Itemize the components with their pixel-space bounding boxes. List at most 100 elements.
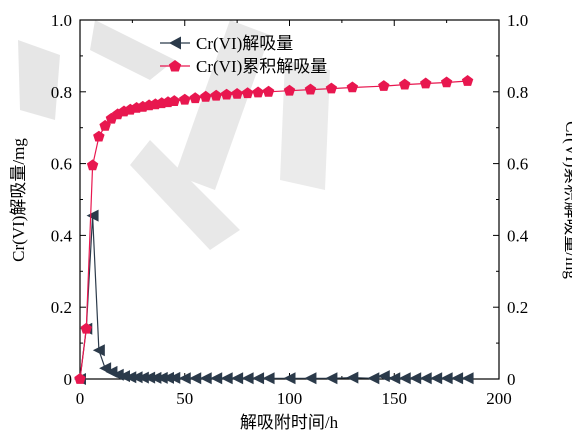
data-point-triangle [440, 372, 453, 385]
data-point-triangle [409, 372, 422, 385]
x-tick-label: 100 [277, 389, 303, 408]
series-layer [74, 75, 474, 385]
legend: Cr(VI)解吸量 Cr(VI)累积解吸量 [160, 34, 327, 76]
y-left-tick-label: 1.0 [51, 11, 72, 30]
y-right-tick-label: 0.4 [507, 226, 529, 245]
data-point-triangle [92, 344, 105, 357]
data-point-triangle [461, 372, 474, 385]
y-right-tick-label: 1.0 [507, 11, 528, 30]
data-point-pentagon [325, 82, 338, 94]
y-left-axis-ticks: 0 0.2 0.4 0.6 0.8 1.0 [51, 11, 86, 389]
data-point-triangle [451, 372, 464, 385]
data-point-triangle [252, 372, 265, 385]
y-left-axis-label: Cr(VI)解吸量/mg [9, 138, 28, 262]
watermark-stroke [90, 20, 175, 80]
watermark-stroke [130, 140, 240, 250]
y-right-tick-label: 0.8 [507, 83, 528, 102]
watermark-strokes [18, 20, 330, 250]
data-point-triangle [161, 371, 174, 384]
data-point-pentagon [304, 83, 317, 95]
data-point-triangle [283, 372, 296, 385]
data-point-pentagon [378, 80, 390, 91]
data-point-pentagon [283, 84, 296, 96]
watermark-stroke [18, 40, 60, 120]
data-point-pentagon [80, 322, 92, 334]
series-line [79, 215, 468, 380]
data-point-triangle [155, 371, 168, 384]
y-right-tick-label: 0 [507, 370, 516, 389]
y-right-tick-label: 0.2 [507, 298, 528, 317]
data-point-triangle [111, 368, 124, 381]
data-point-triangle [430, 372, 443, 385]
y-right-axis-label: Cr(VI)累积解吸量/mg [562, 121, 572, 279]
data-point-triangle [419, 372, 432, 385]
data-point-triangle [199, 372, 212, 385]
y-left-tick-label: 0.4 [51, 226, 73, 245]
data-point-triangle [117, 370, 130, 383]
data-point-triangle [262, 372, 275, 385]
data-point-pentagon [220, 88, 233, 100]
data-point-pentagon [93, 130, 105, 142]
series-cumulative [74, 75, 474, 384]
data-point-pentagon [252, 86, 264, 98]
data-point-triangle [86, 209, 99, 222]
x-axis-label: 解吸附时间/h [240, 413, 339, 432]
y-left-tick-label: 0.8 [51, 83, 72, 102]
series-desorption [74, 209, 474, 385]
data-point-pentagon [241, 87, 254, 99]
data-point-triangle [124, 371, 137, 384]
y-left-tick-label: 0.6 [51, 155, 72, 174]
data-point-triangle [346, 371, 359, 384]
data-point-pentagon [231, 88, 243, 99]
legend-marker-triangle-icon [169, 36, 181, 50]
data-point-triangle [143, 371, 156, 384]
data-point-triangle [178, 372, 191, 385]
watermark-stroke [175, 20, 270, 190]
data-point-pentagon [399, 78, 411, 90]
data-point-triangle [149, 371, 162, 384]
x-tick-label: 50 [176, 389, 193, 408]
data-point-triangle [220, 372, 233, 385]
x-tick-label: 0 [76, 389, 85, 408]
legend-entry-desorption: Cr(VI)解吸量 [160, 34, 293, 53]
y-right-tick-label: 0.6 [507, 155, 528, 174]
legend-label-desorption: Cr(VI)解吸量 [196, 34, 293, 53]
data-point-triangle [241, 372, 254, 385]
legend-entry-cumulative: Cr(VI)累积解吸量 [160, 57, 327, 76]
y-right-axis-ticks: 0 0.2 0.4 0.6 0.8 1.0 [493, 11, 529, 389]
data-point-pentagon [74, 373, 86, 384]
x-tick-label: 200 [486, 389, 512, 408]
data-point-pentagon [86, 159, 99, 171]
legend-marker-pentagon-icon [168, 60, 182, 72]
data-point-pentagon [189, 92, 201, 104]
data-point-triangle [367, 372, 380, 385]
data-point-triangle [304, 372, 317, 385]
data-point-triangle [210, 372, 223, 385]
data-point-pentagon [262, 85, 275, 97]
data-point-pentagon [346, 81, 359, 93]
data-point-pentagon [179, 93, 191, 105]
watermark-stroke [280, 60, 330, 190]
data-point-pentagon [210, 89, 222, 101]
data-point-triangle [398, 372, 411, 385]
data-point-triangle [325, 372, 338, 385]
data-point-pentagon [168, 95, 180, 106]
data-point-pentagon [461, 75, 474, 86]
legend-label-cumulative: Cr(VI)累积解吸量 [196, 57, 327, 76]
data-point-triangle [168, 371, 181, 384]
data-point-triangle [377, 370, 390, 383]
data-point-triangle [189, 372, 202, 385]
x-tick-label: 150 [382, 389, 408, 408]
data-point-triangle [231, 372, 244, 385]
data-point-triangle [130, 371, 143, 384]
data-point-triangle [388, 372, 401, 385]
data-point-pentagon [420, 77, 432, 89]
data-point-triangle [136, 371, 149, 384]
series-line [79, 80, 468, 380]
y-left-tick-label: 0.2 [51, 298, 72, 317]
data-point-pentagon [440, 76, 453, 88]
data-point-pentagon [200, 90, 212, 102]
y-left-tick-label: 0 [64, 370, 73, 389]
